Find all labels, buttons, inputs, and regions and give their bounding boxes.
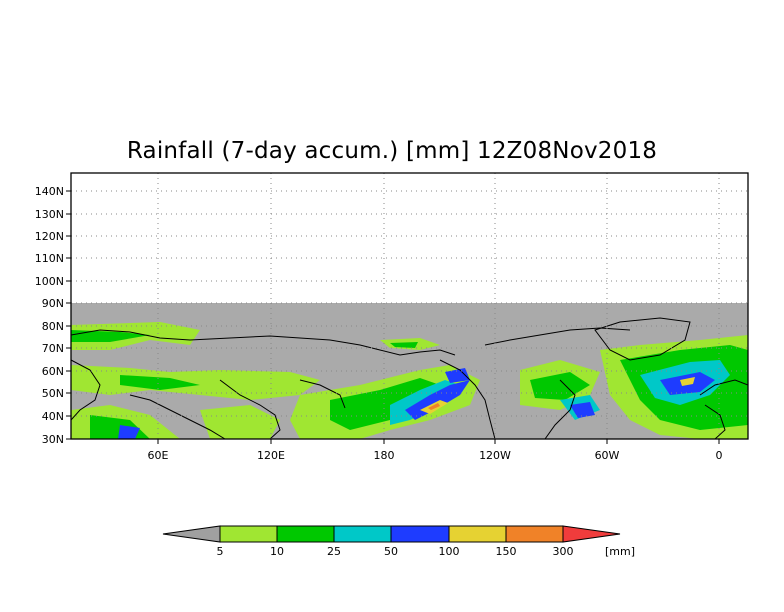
- colorbar-labels: 5 10 25 50 100 150 300 [mm]: [217, 545, 636, 558]
- axis-ticks: [66, 190, 720, 444]
- colorbar-tick: 150: [496, 545, 517, 558]
- lat-label: 100N: [35, 275, 64, 288]
- colorbar-swatch: [448, 525, 507, 543]
- lat-label: 70N: [42, 342, 64, 355]
- lat-label: 130N: [35, 208, 64, 221]
- colorbar-low-arrow: [162, 525, 221, 543]
- lat-label: 60N: [42, 365, 64, 378]
- lat-label: 50N: [42, 387, 64, 400]
- lat-label: 140N: [35, 185, 64, 198]
- colorbar-swatch: [219, 525, 278, 543]
- lat-label: 40N: [42, 410, 64, 423]
- lat-label: 120N: [35, 230, 64, 243]
- lon-label: 180: [374, 449, 395, 462]
- colorbar-tick: 300: [553, 545, 574, 558]
- lon-label: 120W: [479, 449, 511, 462]
- lon-label: 120E: [257, 449, 285, 462]
- lat-label: 90N: [42, 297, 64, 310]
- colorbar-tick: 25: [327, 545, 341, 558]
- colorbar-swatch: [390, 525, 450, 543]
- lat-label: 80N: [42, 320, 64, 333]
- colorbar-tick: 100: [439, 545, 460, 558]
- rain-150-300mm: [428, 403, 440, 410]
- map-frame: [70, 172, 749, 440]
- rainfall-map: [71, 303, 748, 439]
- colorbar-tick: 10: [270, 545, 284, 558]
- lon-label: 60E: [148, 449, 169, 462]
- longitude-labels: 60E 120E 180 120W 60W 0: [148, 449, 723, 462]
- colorbar-swatch: [333, 525, 392, 543]
- lat-label: 110N: [35, 252, 64, 265]
- colorbar: [162, 525, 621, 543]
- colorbar-swatch: [505, 525, 564, 543]
- colorbar-tick: 5: [217, 545, 224, 558]
- colorbar-swatch: [276, 525, 335, 543]
- colorbar-tick: 50: [384, 545, 398, 558]
- latitude-labels: 140N 130N 120N 110N 100N 90N 80N 70N 60N…: [35, 185, 64, 446]
- lon-label: 0: [716, 449, 723, 462]
- coastlines: [71, 317, 748, 439]
- lon-label: 60W: [595, 449, 620, 462]
- colorbar-high-arrow: [562, 525, 621, 543]
- map-title: Rainfall (7-day accum.) [mm] 12Z08Nov201…: [126, 138, 658, 164]
- lat-label: 30N: [42, 433, 64, 446]
- colorbar-unit: [mm]: [605, 545, 635, 558]
- empty-region: [71, 173, 748, 303]
